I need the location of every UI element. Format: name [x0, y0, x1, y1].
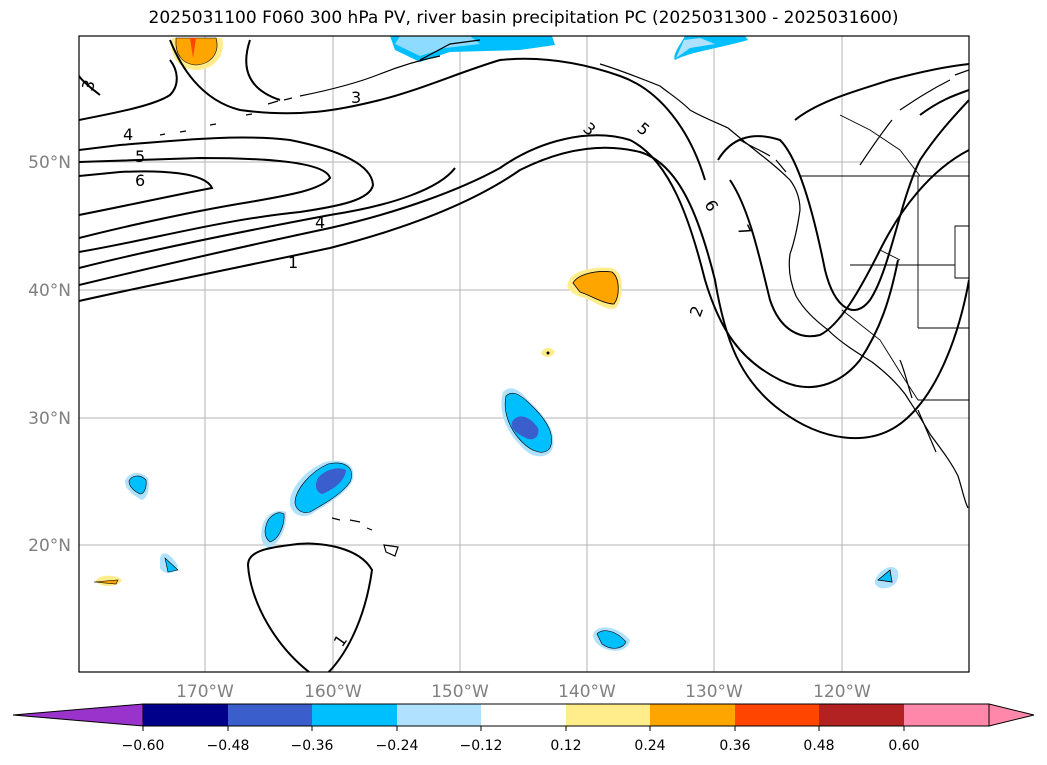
colorbar-bin — [228, 704, 312, 726]
contour-label: 6 — [135, 171, 145, 190]
contour-label: 5 — [633, 119, 653, 140]
map-title: 2025031100 F060 300 hPa PV, river basin … — [148, 8, 899, 28]
contour-label: 1 — [288, 253, 298, 272]
colorbar: −0.60 −0.48 −0.36 −0.24 −0.12 0.12 0.24 … — [12, 703, 1035, 754]
lon-tick-label: 130°W — [685, 682, 743, 702]
colorbar-bin — [143, 704, 228, 726]
colorbar-bin — [397, 704, 481, 726]
contour-labels: 3 4 5 6 3 4 1 3 5 6 7 2 1 — [78, 77, 755, 650]
colorbar-tick-label: −0.12 — [460, 738, 503, 754]
colorbar-tick-label: 0.60 — [888, 738, 919, 754]
colorbar-tick-label: 0.48 — [803, 738, 834, 754]
lon-tick-label: 120°W — [813, 682, 871, 702]
colorbar-tick-label: 0.36 — [719, 738, 750, 754]
colorbar-tick-label: −0.24 — [376, 738, 419, 754]
lat-tick-label: 40°N — [28, 281, 71, 301]
lon-tick-labels: 170°W 160°W 150°W 140°W 130°W 120°W — [176, 682, 871, 702]
precip-anomaly-patches — [93, 36, 899, 651]
contour-label: 4 — [123, 125, 133, 144]
colorbar-bin — [819, 704, 904, 726]
map-frame — [78, 35, 970, 673]
colorbar-tick-label: −0.60 — [122, 738, 165, 754]
colorbar-extend-min — [12, 703, 144, 727]
colorbar-tick-label: 0.24 — [634, 738, 665, 754]
contour-label: 5 — [135, 147, 145, 166]
gridlines — [79, 36, 969, 672]
lat-tick-label: 20°N — [28, 536, 71, 556]
lon-tick-label: 150°W — [431, 682, 489, 702]
contour-label: 7 — [733, 222, 755, 239]
contour-label: 4 — [315, 213, 325, 232]
lat-tick-label: 50°N — [28, 153, 71, 173]
colorbar-bin — [566, 704, 650, 726]
contour-label: 6 — [701, 197, 723, 215]
colorbar-tick-label: 0.12 — [550, 738, 581, 754]
colorbar-bin — [904, 704, 989, 726]
contour-label: 3 — [78, 77, 99, 93]
colorbar-bin — [735, 704, 819, 726]
coastlines — [159, 39, 969, 557]
lat-tick-label: 30°N — [28, 409, 71, 429]
colorbar-extend-max — [988, 703, 1035, 727]
lon-tick-label: 170°W — [176, 682, 234, 702]
map-body: 3 4 5 6 3 4 1 3 5 6 7 2 1 — [78, 36, 969, 672]
contour-label: 2 — [686, 303, 707, 319]
colorbar-tick-label: −0.48 — [207, 738, 250, 754]
colorbar-bin — [650, 704, 735, 726]
contour-label: 3 — [351, 88, 361, 107]
colorbar-bin — [312, 704, 397, 726]
pv-contours — [79, 39, 969, 672]
borders — [800, 114, 969, 401]
lon-tick-label: 160°W — [304, 682, 362, 702]
lon-tick-label: 140°W — [558, 682, 616, 702]
colorbar-tick-label: −0.36 — [291, 738, 334, 754]
colorbar-bin — [481, 704, 566, 726]
lat-tick-labels: 50°N 40°N 30°N 20°N — [28, 153, 71, 556]
